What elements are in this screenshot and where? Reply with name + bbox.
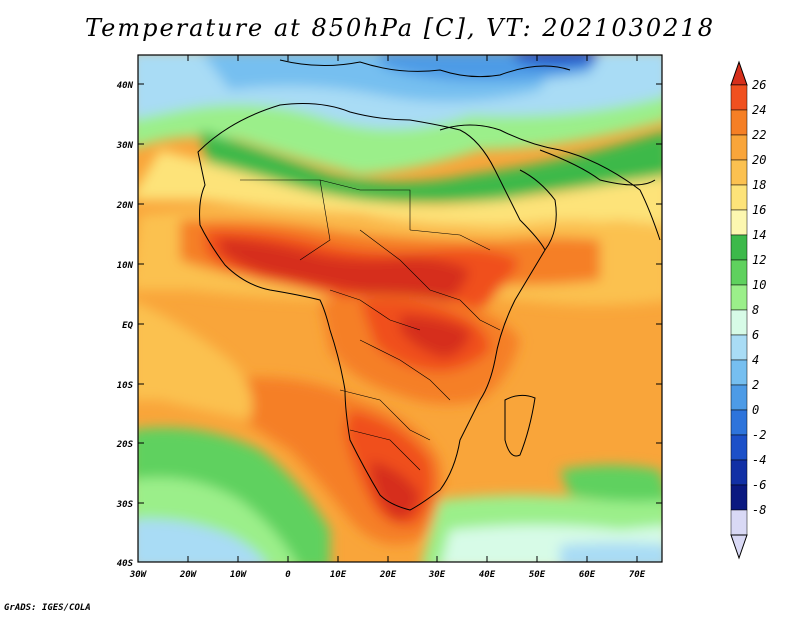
colorbar-swatch xyxy=(730,134,748,161)
colorbar-label: 4 xyxy=(752,353,759,367)
colorbar-labels: 26 24 22 20 18 16 14 12 10 8 6 4 2 0 -2 … xyxy=(752,78,766,517)
lat-label: 40S xyxy=(117,559,134,569)
longitude-labels: 30W 20W 10W 0 10E 20E 30E 40E 50E 60E 70… xyxy=(129,570,646,580)
colorbar-swatch xyxy=(730,84,748,111)
colorbar-swatch xyxy=(730,509,748,536)
colorbar-swatch xyxy=(730,409,748,436)
colorbar-label: -6 xyxy=(752,478,766,492)
lon-label: 50E xyxy=(529,570,546,580)
lon-label: 30E xyxy=(428,570,446,580)
colorbar-label: 16 xyxy=(752,203,766,217)
lon-label: 10W xyxy=(230,570,248,580)
colorbar-label: 8 xyxy=(752,303,759,317)
country-borders xyxy=(240,179,501,471)
colorbar: 26 24 22 20 18 16 14 12 10 8 6 4 2 0 -2 … xyxy=(730,60,766,560)
colorbar-swatch xyxy=(730,284,748,311)
colorbar-swatch xyxy=(730,209,748,236)
colorbar-label: 24 xyxy=(752,103,766,117)
lon-label: 20W xyxy=(179,570,198,580)
grads-credit: GrADS: IGES/COLA xyxy=(4,603,91,613)
map-frame xyxy=(137,54,663,563)
coastlines xyxy=(197,59,661,511)
temperature-field xyxy=(138,55,662,562)
lon-label: 40E xyxy=(479,570,496,580)
colorbar-label: 18 xyxy=(752,178,766,192)
lon-label: 70E xyxy=(629,570,646,580)
colorbar-swatch xyxy=(730,234,748,261)
colorbar-label: 6 xyxy=(752,328,759,342)
map-title: Temperature at 850hPa [C], VT: 202103021… xyxy=(85,14,715,42)
colorbar-label: 2 xyxy=(752,378,759,392)
colorbar-bottom-triangle xyxy=(730,534,748,560)
colorbar-swatch xyxy=(730,259,748,286)
lat-label: EQ xyxy=(122,321,133,331)
colorbar-swatch xyxy=(730,434,748,461)
latitude-labels: 40N 30N 20N 10N EQ 10S 20S 30S 40S xyxy=(116,81,134,569)
lon-label: 20E xyxy=(379,570,397,580)
colorbar-swatch xyxy=(730,159,748,186)
colorbar-label: 12 xyxy=(752,253,766,267)
lat-label: 40N xyxy=(117,81,134,91)
colorbar-top-triangle xyxy=(730,60,748,86)
colorbar-swatch xyxy=(730,309,748,336)
colorbar-swatch xyxy=(730,184,748,211)
colorbar-label: -8 xyxy=(752,503,766,517)
colorbar-label: 20 xyxy=(752,153,766,167)
lat-label: 30N xyxy=(116,141,134,151)
colorbar-swatch xyxy=(730,484,748,511)
colorbar-label: 14 xyxy=(752,228,766,242)
colorbar-label: -4 xyxy=(752,453,766,467)
lon-label: 0 xyxy=(285,570,291,580)
colorbar-swatch xyxy=(730,459,748,486)
colorbar-label: 22 xyxy=(752,128,766,142)
colorbar-label: 10 xyxy=(752,278,766,292)
lat-label: 10N xyxy=(117,261,134,271)
lat-label: 20N xyxy=(116,201,134,211)
colorbar-swatch xyxy=(730,359,748,386)
colorbar-label: 26 xyxy=(752,78,766,92)
colorbar-swatch xyxy=(730,109,748,136)
axis-ticks xyxy=(138,55,662,562)
lon-label: 30W xyxy=(129,570,148,580)
colorbar-swatch xyxy=(730,334,748,361)
lon-label: 10E xyxy=(330,570,347,580)
colorbar-swatch xyxy=(730,384,748,411)
lat-label: 30S xyxy=(116,500,134,510)
lat-label: 10S xyxy=(117,381,134,391)
colorbar-label: 0 xyxy=(752,403,759,417)
colorbar-label: -2 xyxy=(752,428,766,442)
lon-label: 60E xyxy=(579,570,596,580)
lat-label: 20S xyxy=(116,440,134,450)
